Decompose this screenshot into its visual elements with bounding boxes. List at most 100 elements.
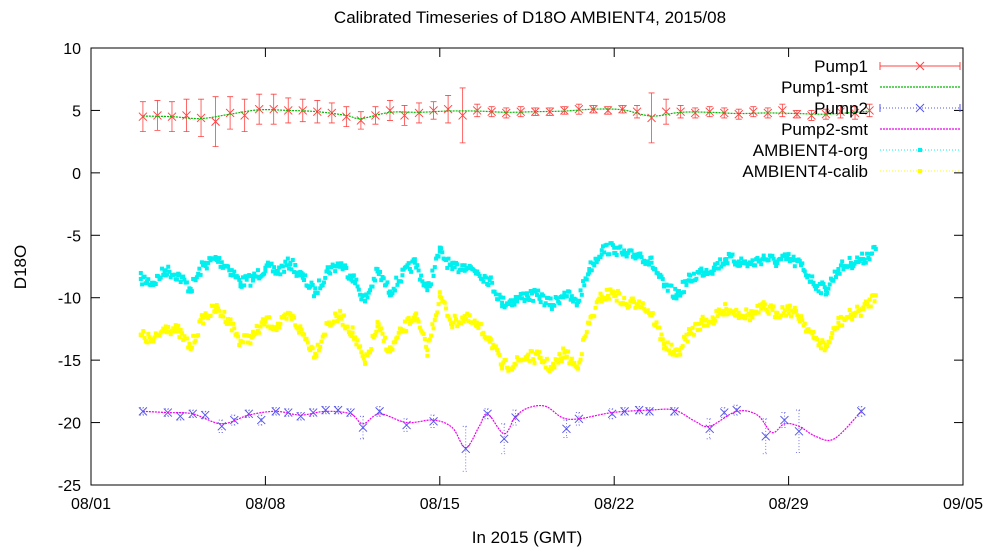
data-point (213, 309, 218, 314)
data-point (358, 344, 363, 349)
data-point (823, 288, 828, 293)
data-point (809, 279, 814, 284)
data-point (512, 298, 517, 303)
legend-marker (918, 169, 922, 173)
data-point (701, 273, 706, 278)
data-point (716, 266, 721, 271)
data-point (387, 349, 392, 354)
data-point (699, 269, 704, 274)
data-point (213, 306, 218, 311)
data-point (736, 310, 741, 315)
data-point (719, 408, 729, 417)
data-point (153, 282, 158, 287)
data-point (363, 361, 368, 366)
data-point (690, 325, 695, 330)
data-point (140, 282, 145, 287)
data-point (265, 324, 270, 329)
data-point (602, 250, 607, 255)
data-point (759, 306, 764, 311)
data-point (331, 263, 336, 268)
data-point (705, 424, 715, 434)
data-point (599, 299, 604, 304)
data-point (770, 253, 775, 258)
data-point (765, 309, 770, 314)
error-bar (231, 414, 238, 426)
data-point (360, 354, 365, 359)
data-point (444, 306, 449, 311)
data-point (704, 317, 709, 322)
data-point (673, 286, 678, 291)
data-point (333, 269, 338, 274)
data-point (481, 330, 486, 335)
x-tick-label: 08/08 (245, 496, 285, 513)
data-point (604, 242, 609, 247)
data-point (242, 283, 247, 288)
data-point (417, 277, 422, 282)
data-point (696, 270, 701, 275)
data-point (862, 302, 867, 307)
data-point (832, 269, 837, 274)
data-point (582, 283, 587, 288)
data-point (690, 278, 695, 283)
data-point (328, 271, 333, 276)
data-point (658, 337, 663, 342)
data-point (607, 252, 612, 257)
error-bar (359, 415, 366, 440)
data-point (263, 268, 268, 273)
data-point (792, 264, 797, 269)
data-point (361, 293, 366, 298)
data-point (293, 323, 298, 328)
data-point (424, 344, 429, 349)
data-point (684, 282, 689, 287)
data-point (564, 294, 569, 299)
data-point (254, 104, 264, 114)
data-point (860, 251, 865, 256)
data-point (812, 284, 817, 289)
data-point (744, 307, 749, 312)
data-point (308, 284, 313, 289)
data-point (643, 261, 648, 266)
data-point (826, 286, 831, 291)
data-point (300, 272, 305, 277)
data-point (178, 280, 183, 285)
data-point (374, 329, 379, 334)
data-point (846, 315, 851, 320)
data-point (333, 311, 338, 316)
data-point (691, 332, 696, 337)
data-point (662, 284, 667, 289)
data-point (176, 329, 181, 334)
data-point (314, 354, 319, 359)
data-point (422, 337, 427, 342)
data-point (390, 291, 395, 296)
data-point (167, 269, 172, 274)
data-point (734, 260, 739, 265)
data-point (325, 265, 330, 270)
data-point (715, 261, 720, 266)
data-point (538, 300, 543, 305)
data-point (685, 339, 690, 344)
data-point (529, 291, 534, 296)
data-point (145, 340, 150, 345)
chart-title: Calibrated Timeseries of D18O AMBIENT4, … (334, 8, 726, 27)
data-point (709, 269, 714, 274)
data-point (275, 324, 280, 329)
data-point (299, 327, 304, 332)
data-point (141, 328, 146, 333)
data-point (815, 283, 820, 288)
data-point (639, 255, 644, 260)
data-point (363, 299, 368, 304)
data-point (818, 346, 823, 351)
data-point (505, 365, 510, 370)
data-point (193, 338, 198, 343)
data-point (786, 252, 791, 257)
data-point (818, 291, 823, 296)
data-point (544, 356, 549, 361)
data-point (588, 260, 593, 265)
data-point (719, 264, 724, 269)
data-point (203, 263, 208, 268)
data-point (838, 314, 843, 319)
data-point (523, 297, 528, 302)
data-point (434, 256, 439, 261)
data-point (699, 266, 704, 271)
data-point (597, 296, 602, 301)
